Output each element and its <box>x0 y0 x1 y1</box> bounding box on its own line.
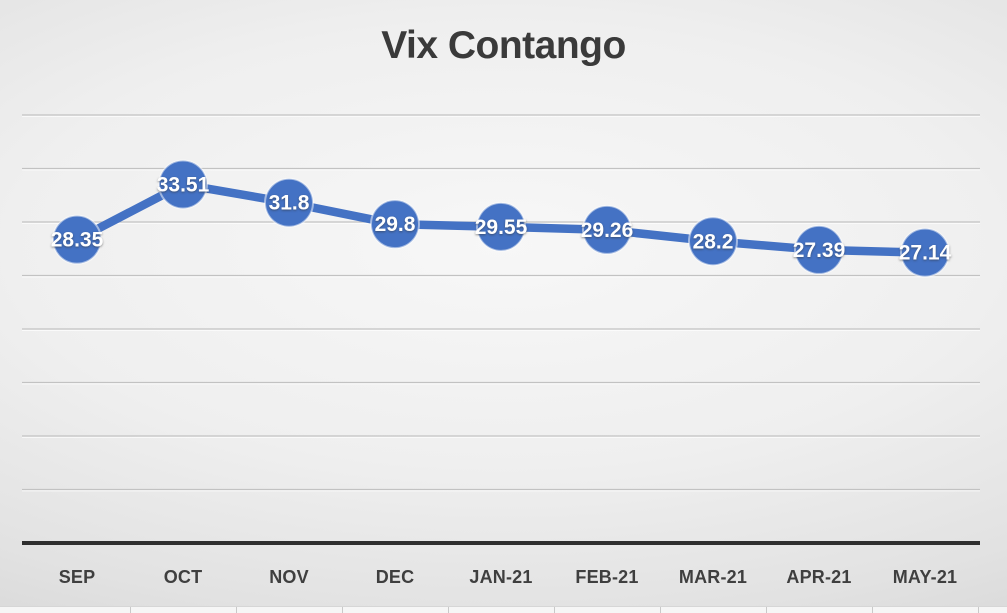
data-table-top-edge <box>0 606 1007 613</box>
data-label-nov: 31.8 <box>269 192 310 215</box>
table-cell-separator <box>130 607 131 613</box>
data-label-dec: 29.8 <box>375 213 416 236</box>
data-point-may-21 <box>900 227 950 278</box>
data-label-feb-21: 29.26 <box>581 219 634 242</box>
x-axis-label-dec: DEC <box>376 567 415 587</box>
table-cell-separator <box>448 607 449 613</box>
data-point-jan-21 <box>476 201 526 252</box>
data-point-mar-21 <box>688 216 738 267</box>
table-cell-separator <box>342 607 343 613</box>
table-cell-separator <box>236 607 237 613</box>
data-label-jan-21: 29.55 <box>475 216 528 239</box>
table-cell-separator <box>872 607 873 613</box>
x-axis-label-sep: SEP <box>59 567 96 587</box>
table-cell-separator <box>766 607 767 613</box>
table-cell-separator <box>978 607 979 613</box>
data-point-apr-21 <box>794 224 844 275</box>
x-axis-label-jan-21: JAN-21 <box>469 567 532 587</box>
data-label-sep: 28.35 <box>51 229 104 252</box>
data-label-oct: 33.51 <box>157 173 210 196</box>
x-axis-label-mar-21: MAR-21 <box>679 567 747 587</box>
data-point-sep <box>52 214 102 265</box>
data-point-nov <box>264 177 314 228</box>
x-axis-label-feb-21: FEB-21 <box>575 567 638 587</box>
data-point-oct <box>158 159 208 210</box>
data-label-apr-21: 27.39 <box>793 239 846 262</box>
data-label-may-21: 27.14 <box>899 242 952 265</box>
table-cell-separator <box>660 607 661 613</box>
chart-title: Vix Contango <box>381 24 626 67</box>
table-cell-separator <box>554 607 555 613</box>
data-point-feb-21 <box>582 204 632 255</box>
x-axis-label-nov: NOV <box>269 567 309 587</box>
x-axis-label-may-21: MAY-21 <box>893 567 958 587</box>
data-label-mar-21: 28.2 <box>693 230 734 253</box>
x-axis-label-oct: OCT <box>164 567 203 587</box>
data-point-dec <box>370 199 420 250</box>
x-axis-label-apr-21: APR-21 <box>786 567 851 587</box>
